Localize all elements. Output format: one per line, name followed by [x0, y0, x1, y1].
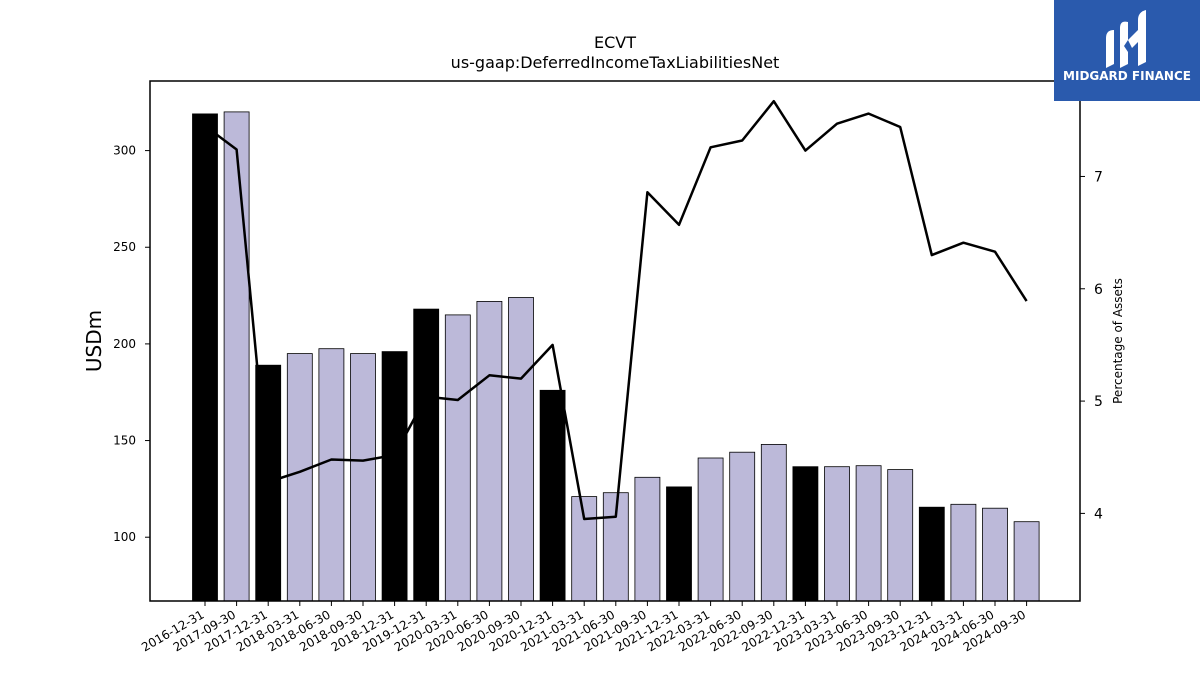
bar-2023-03-31	[824, 466, 850, 602]
bar-group	[192, 111, 1040, 602]
bar-2018-09-30	[350, 353, 376, 602]
bar-2023-06-30	[855, 465, 882, 602]
chart-title: ECVT	[594, 33, 636, 52]
y2-tick-label: 4	[1094, 506, 1103, 522]
bar-2023-09-30	[887, 469, 914, 602]
line-layer	[204, 99, 1028, 521]
y2-tick-label: 7	[1094, 169, 1103, 185]
logo-mark-icon	[1106, 10, 1146, 69]
y-tick-label: 250	[113, 240, 136, 254]
y2-tick-label: 6	[1094, 282, 1103, 298]
y-tick-label: 300	[113, 144, 136, 158]
bar-2016-12-31	[192, 113, 218, 602]
bar-2024-03-31	[950, 503, 977, 602]
y2-axis-label: Percentage of Assets	[1111, 278, 1125, 404]
bar-2017-09-30	[223, 111, 250, 602]
logo-text: MIDGARD FINANCE	[1063, 69, 1191, 83]
right-axis: 4 5 6 7	[1080, 169, 1103, 522]
plot-frame	[149, 80, 1081, 602]
y-axis-label: USDm	[82, 310, 106, 372]
left-axis: 100 150 200 250 300	[113, 144, 150, 544]
x-axis: 2016-12-312017-09-302017-12-312018-03-31…	[139, 601, 1028, 654]
bar-2021-09-30	[634, 476, 661, 602]
bar-2022-06-30	[729, 451, 756, 602]
y2-tick-label: 5	[1094, 394, 1103, 410]
bar-2020-12-31	[539, 389, 566, 602]
y-tick-label: 100	[113, 530, 136, 544]
chart-subtitle: us-gaap:DeferredIncomeTaxLiabilitiesNet	[451, 53, 780, 72]
bar-2019-12-31	[413, 308, 440, 602]
percentage-line	[204, 99, 1028, 521]
midgard-finance-logo: MIDGARD FINANCE	[1054, 0, 1200, 101]
bar-2023-12-31	[918, 506, 945, 602]
bar-2018-12-31	[381, 351, 408, 602]
bar-2022-09-30	[760, 443, 787, 602]
y-tick-label: 150	[113, 434, 136, 448]
bar-2022-12-31	[792, 466, 819, 602]
bar-2022-03-31	[697, 457, 724, 602]
bar-2024-06-30	[982, 507, 1008, 602]
bar-2021-12-31	[666, 486, 692, 602]
bar-2020-03-31	[444, 314, 471, 602]
bar-2018-03-31	[286, 353, 313, 602]
bar-2020-09-30	[508, 297, 534, 602]
bar-2024-09-30	[1013, 521, 1040, 602]
bar-2020-06-30	[476, 300, 503, 602]
bar-2018-06-30	[318, 348, 345, 602]
y-tick-label: 200	[113, 337, 136, 351]
